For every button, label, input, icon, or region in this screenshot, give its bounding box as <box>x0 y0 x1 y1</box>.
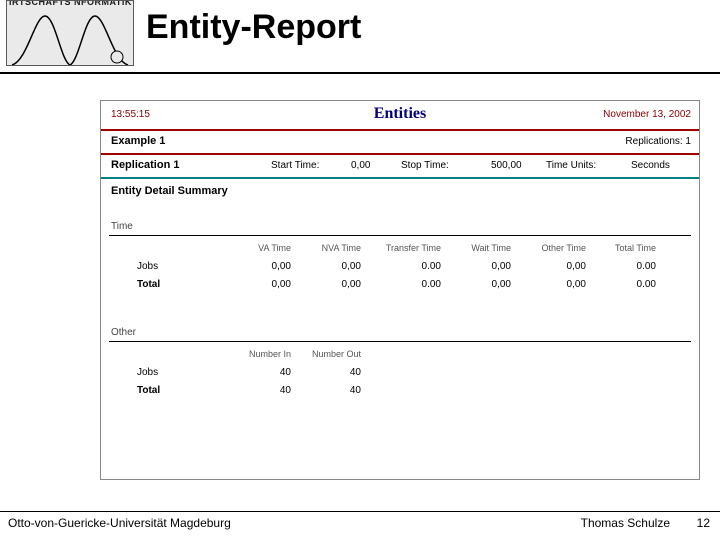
time-table-row: Total 0,00 0,00 0.00 0,00 0,00 0.00 <box>111 279 689 297</box>
row-label: Total <box>137 279 217 290</box>
th-va-time: VA Time <box>231 243 291 253</box>
slide-footer: Otto-von-Guericke-Universität Magdeburg … <box>0 511 720 534</box>
cell: 0.00 <box>371 261 441 272</box>
row-label: Total <box>137 385 217 396</box>
other-table-header-row: Number In Number Out <box>111 349 689 367</box>
replication-row: Replication 1 Start Time: 0,00 Stop Time… <box>101 155 699 179</box>
th-other-time: Other Time <box>521 243 586 253</box>
other-table-row: Total 40 40 <box>111 385 689 403</box>
th-total-time: Total Time <box>596 243 656 253</box>
slide-header: IRTSCHAFTS NFORMATIK Entity-Report <box>0 0 720 74</box>
footer-page-number: 12 <box>697 516 710 530</box>
cell: 0.00 <box>596 279 656 290</box>
th-number-in: Number In <box>231 349 291 359</box>
cell: 40 <box>231 385 291 396</box>
time-units-label: Time Units: <box>546 160 596 171</box>
time-section-heading: Time <box>111 221 133 232</box>
cell: 0,00 <box>521 261 586 272</box>
stop-time-value: 500,00 <box>491 160 522 171</box>
th-number-out: Number Out <box>301 349 361 359</box>
footer-author: Thomas Schulze <box>581 516 670 530</box>
time-table: VA Time NVA Time Transfer Time Wait Time… <box>111 243 689 297</box>
start-time-label: Start Time: <box>271 160 319 171</box>
replications-label: Replications: 1 <box>625 136 691 147</box>
slide-title: Entity-Report <box>146 8 361 47</box>
start-time-value: 0,00 <box>351 160 370 171</box>
footer-institution: Otto-von-Guericke-Universität Magdeburg <box>8 516 231 530</box>
th-transfer-time: Transfer Time <box>371 243 441 253</box>
logo-box: IRTSCHAFTS NFORMATIK <box>6 0 134 66</box>
entity-report-panel: 13:55:15 Entities November 13, 2002 Exam… <box>100 100 700 480</box>
cell: 0.00 <box>596 261 656 272</box>
row-label: Jobs <box>137 367 217 378</box>
cell: 0,00 <box>451 261 511 272</box>
cell: 0,00 <box>301 261 361 272</box>
logo-text: IRTSCHAFTS NFORMATIK <box>9 0 132 7</box>
cell: 0,00 <box>301 279 361 290</box>
stop-time-label: Stop Time: <box>401 160 449 171</box>
other-section-heading: Other <box>111 327 136 338</box>
th-nva-time: NVA Time <box>301 243 361 253</box>
report-date: November 13, 2002 <box>603 109 691 120</box>
cell: 0,00 <box>231 261 291 272</box>
time-table-header-row: VA Time NVA Time Transfer Time Wait Time… <box>111 243 689 261</box>
cell: 0,00 <box>521 279 586 290</box>
cell: 0,00 <box>231 279 291 290</box>
cell: 40 <box>301 367 361 378</box>
cell: 40 <box>301 385 361 396</box>
example-label: Example 1 <box>111 135 165 147</box>
example-row: Example 1 Replications: 1 <box>101 131 699 155</box>
time-rule <box>109 235 691 236</box>
logo-graphic <box>7 11 133 65</box>
slide: IRTSCHAFTS NFORMATIK Entity-Report 13:55… <box>0 0 720 540</box>
time-units-value: Seconds <box>631 160 670 171</box>
cell: 0,00 <box>451 279 511 290</box>
other-rule <box>109 341 691 342</box>
time-table-row: Jobs 0,00 0,00 0.00 0,00 0,00 0.00 <box>111 261 689 279</box>
cell: 0.00 <box>371 279 441 290</box>
report-top-row: 13:55:15 Entities November 13, 2002 <box>101 101 699 131</box>
other-table: Number In Number Out Jobs 40 40 Total 40… <box>111 349 689 403</box>
detail-summary-heading: Entity Detail Summary <box>111 185 228 197</box>
row-label: Jobs <box>137 261 217 272</box>
th-wait-time: Wait Time <box>451 243 511 253</box>
other-table-row: Jobs 40 40 <box>111 367 689 385</box>
cell: 40 <box>231 367 291 378</box>
replication-label: Replication 1 <box>111 159 179 171</box>
